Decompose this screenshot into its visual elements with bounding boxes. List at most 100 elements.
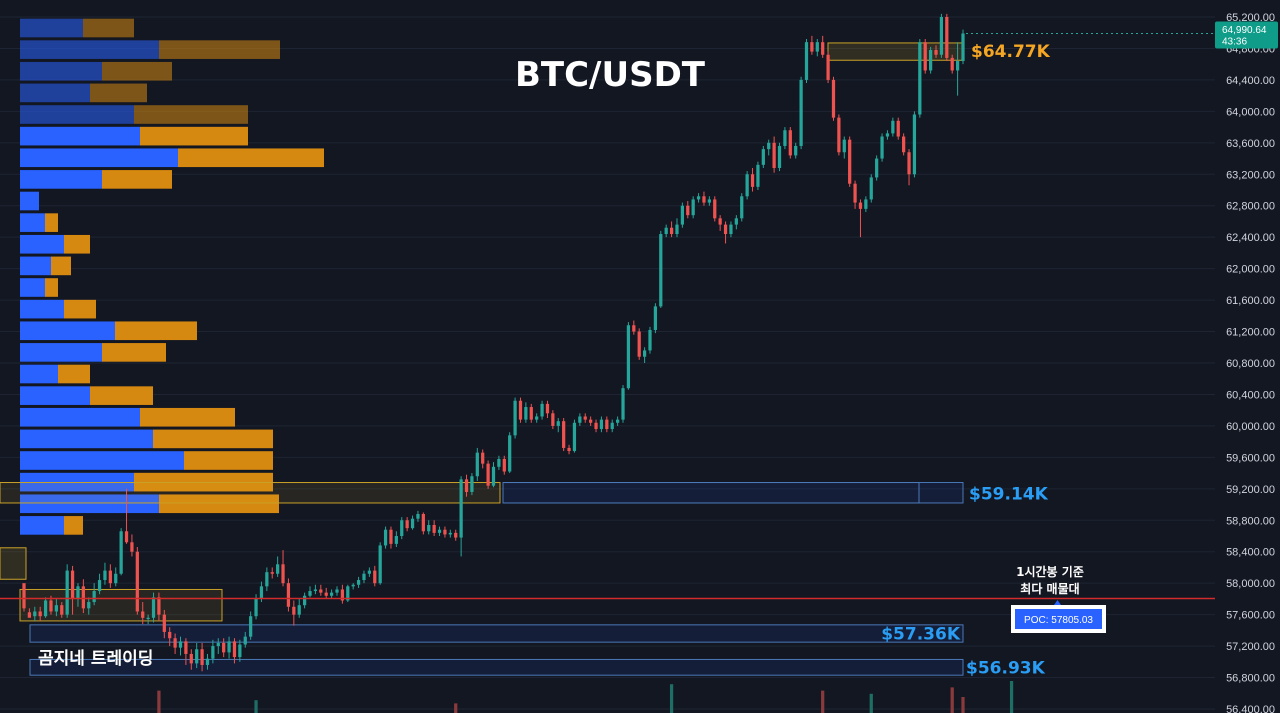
candle-body xyxy=(902,136,906,153)
y-tick-label: 62,800.00 xyxy=(1226,201,1275,213)
profile-sell-bar xyxy=(45,213,58,232)
profile-sell-bar xyxy=(102,343,166,362)
candle-body xyxy=(119,531,123,574)
candle-body xyxy=(238,644,242,658)
candle-body xyxy=(92,591,96,603)
candle-body xyxy=(896,120,900,137)
zone-59-left xyxy=(0,482,501,504)
candle-body xyxy=(621,388,625,420)
candle-body xyxy=(443,529,447,535)
candle-body xyxy=(276,564,280,574)
candle-body xyxy=(351,584,355,587)
profile-buy-bar xyxy=(20,407,140,427)
candle-body xyxy=(340,589,345,601)
profile-buy-bar xyxy=(20,18,83,38)
candle-body xyxy=(669,227,674,235)
profile-sell-bar xyxy=(115,321,197,341)
candle-body xyxy=(308,591,312,596)
candle-body xyxy=(815,42,819,52)
candle-body xyxy=(216,642,220,647)
candle-body xyxy=(389,529,393,544)
profile-sell-bar xyxy=(159,40,280,59)
current-price-box xyxy=(1215,21,1278,49)
profile-buy-bar xyxy=(20,429,153,449)
level-label: $64.77K xyxy=(971,42,1051,62)
y-tick-label: 58,800.00 xyxy=(1226,515,1275,527)
profile-buy-bar xyxy=(20,40,159,59)
profile-buy-bar xyxy=(20,105,134,124)
candle-body xyxy=(529,407,533,420)
profile-buy-bar xyxy=(20,61,102,81)
candle-body xyxy=(799,79,803,146)
candle-body xyxy=(637,331,641,357)
profile-buy-bar xyxy=(20,321,115,341)
candle-body xyxy=(81,586,85,609)
candle-body xyxy=(788,130,792,156)
watermark: 곰지네 트레이딩 xyxy=(38,649,153,669)
candle-body xyxy=(610,422,614,430)
poc-box xyxy=(1015,609,1102,629)
candle-body xyxy=(923,42,927,71)
candle-body xyxy=(891,120,895,134)
candle-body xyxy=(49,600,53,612)
candle-body xyxy=(540,403,544,417)
profile-buy-bar xyxy=(20,451,184,470)
candle-body xyxy=(195,649,199,664)
candle-body xyxy=(551,413,555,426)
candle-body xyxy=(680,205,684,225)
candle-body xyxy=(869,177,873,200)
candle-body xyxy=(205,658,210,665)
profile-sell-bar xyxy=(58,364,90,384)
poc-note-line1: 1시간봉 기준 xyxy=(1016,564,1084,579)
profile-sell-bar xyxy=(45,278,58,297)
candle-body xyxy=(918,42,922,115)
candle-body xyxy=(378,545,382,584)
y-tick-label: 62,000.00 xyxy=(1226,264,1275,276)
candle-body xyxy=(642,350,647,357)
profile-sell-bar xyxy=(83,18,134,38)
level-labels: $64.77K $59.14K $57.36K$56.93K xyxy=(881,42,1050,679)
profile-buy-bar xyxy=(20,516,64,535)
poc-note-line2: 최다 매물대 xyxy=(1020,581,1079,596)
candle-body xyxy=(114,573,118,584)
y-tick-label: 65,200.00 xyxy=(1226,12,1275,24)
candle-body xyxy=(421,513,425,532)
candle-body xyxy=(572,422,577,452)
y-tick-label: 60,400.00 xyxy=(1226,389,1275,401)
y-tick-label: 64,400.00 xyxy=(1226,75,1275,87)
candle-body xyxy=(281,564,285,584)
y-tick-label: 56,400.00 xyxy=(1226,704,1275,713)
candle-body xyxy=(130,542,134,552)
candle-body xyxy=(249,616,253,637)
candle-body xyxy=(200,649,204,665)
profile-sell-bar xyxy=(140,126,248,146)
candle-body xyxy=(707,199,711,203)
y-tick-label: 64,000.00 xyxy=(1226,106,1275,118)
candle-body xyxy=(168,631,172,639)
candle-body xyxy=(589,419,593,423)
candle-body xyxy=(929,50,933,71)
candle-body xyxy=(22,583,26,609)
candle-body xyxy=(27,612,32,618)
profile-buy-bar xyxy=(20,191,39,211)
price-axis[interactable]: 65,200.0064,800.0064,400.0064,000.0063,6… xyxy=(1226,12,1275,713)
volume-bars xyxy=(157,681,1014,713)
candle-body xyxy=(313,589,318,592)
current-price-value: 64,990.64 xyxy=(1222,25,1267,36)
candle-body xyxy=(907,152,911,175)
candle-body xyxy=(567,447,571,452)
candle-body xyxy=(427,524,431,532)
candle-body xyxy=(124,531,129,543)
y-tick-label: 61,600.00 xyxy=(1226,295,1275,307)
candle-body xyxy=(70,570,75,599)
candle-body xyxy=(616,419,620,423)
candle-body xyxy=(497,458,501,467)
volume-bar xyxy=(254,700,258,713)
candle-body xyxy=(108,570,112,584)
candle-body xyxy=(734,218,738,225)
candle-body xyxy=(853,183,857,203)
candle-body xyxy=(211,646,215,659)
candle-body xyxy=(826,54,830,80)
